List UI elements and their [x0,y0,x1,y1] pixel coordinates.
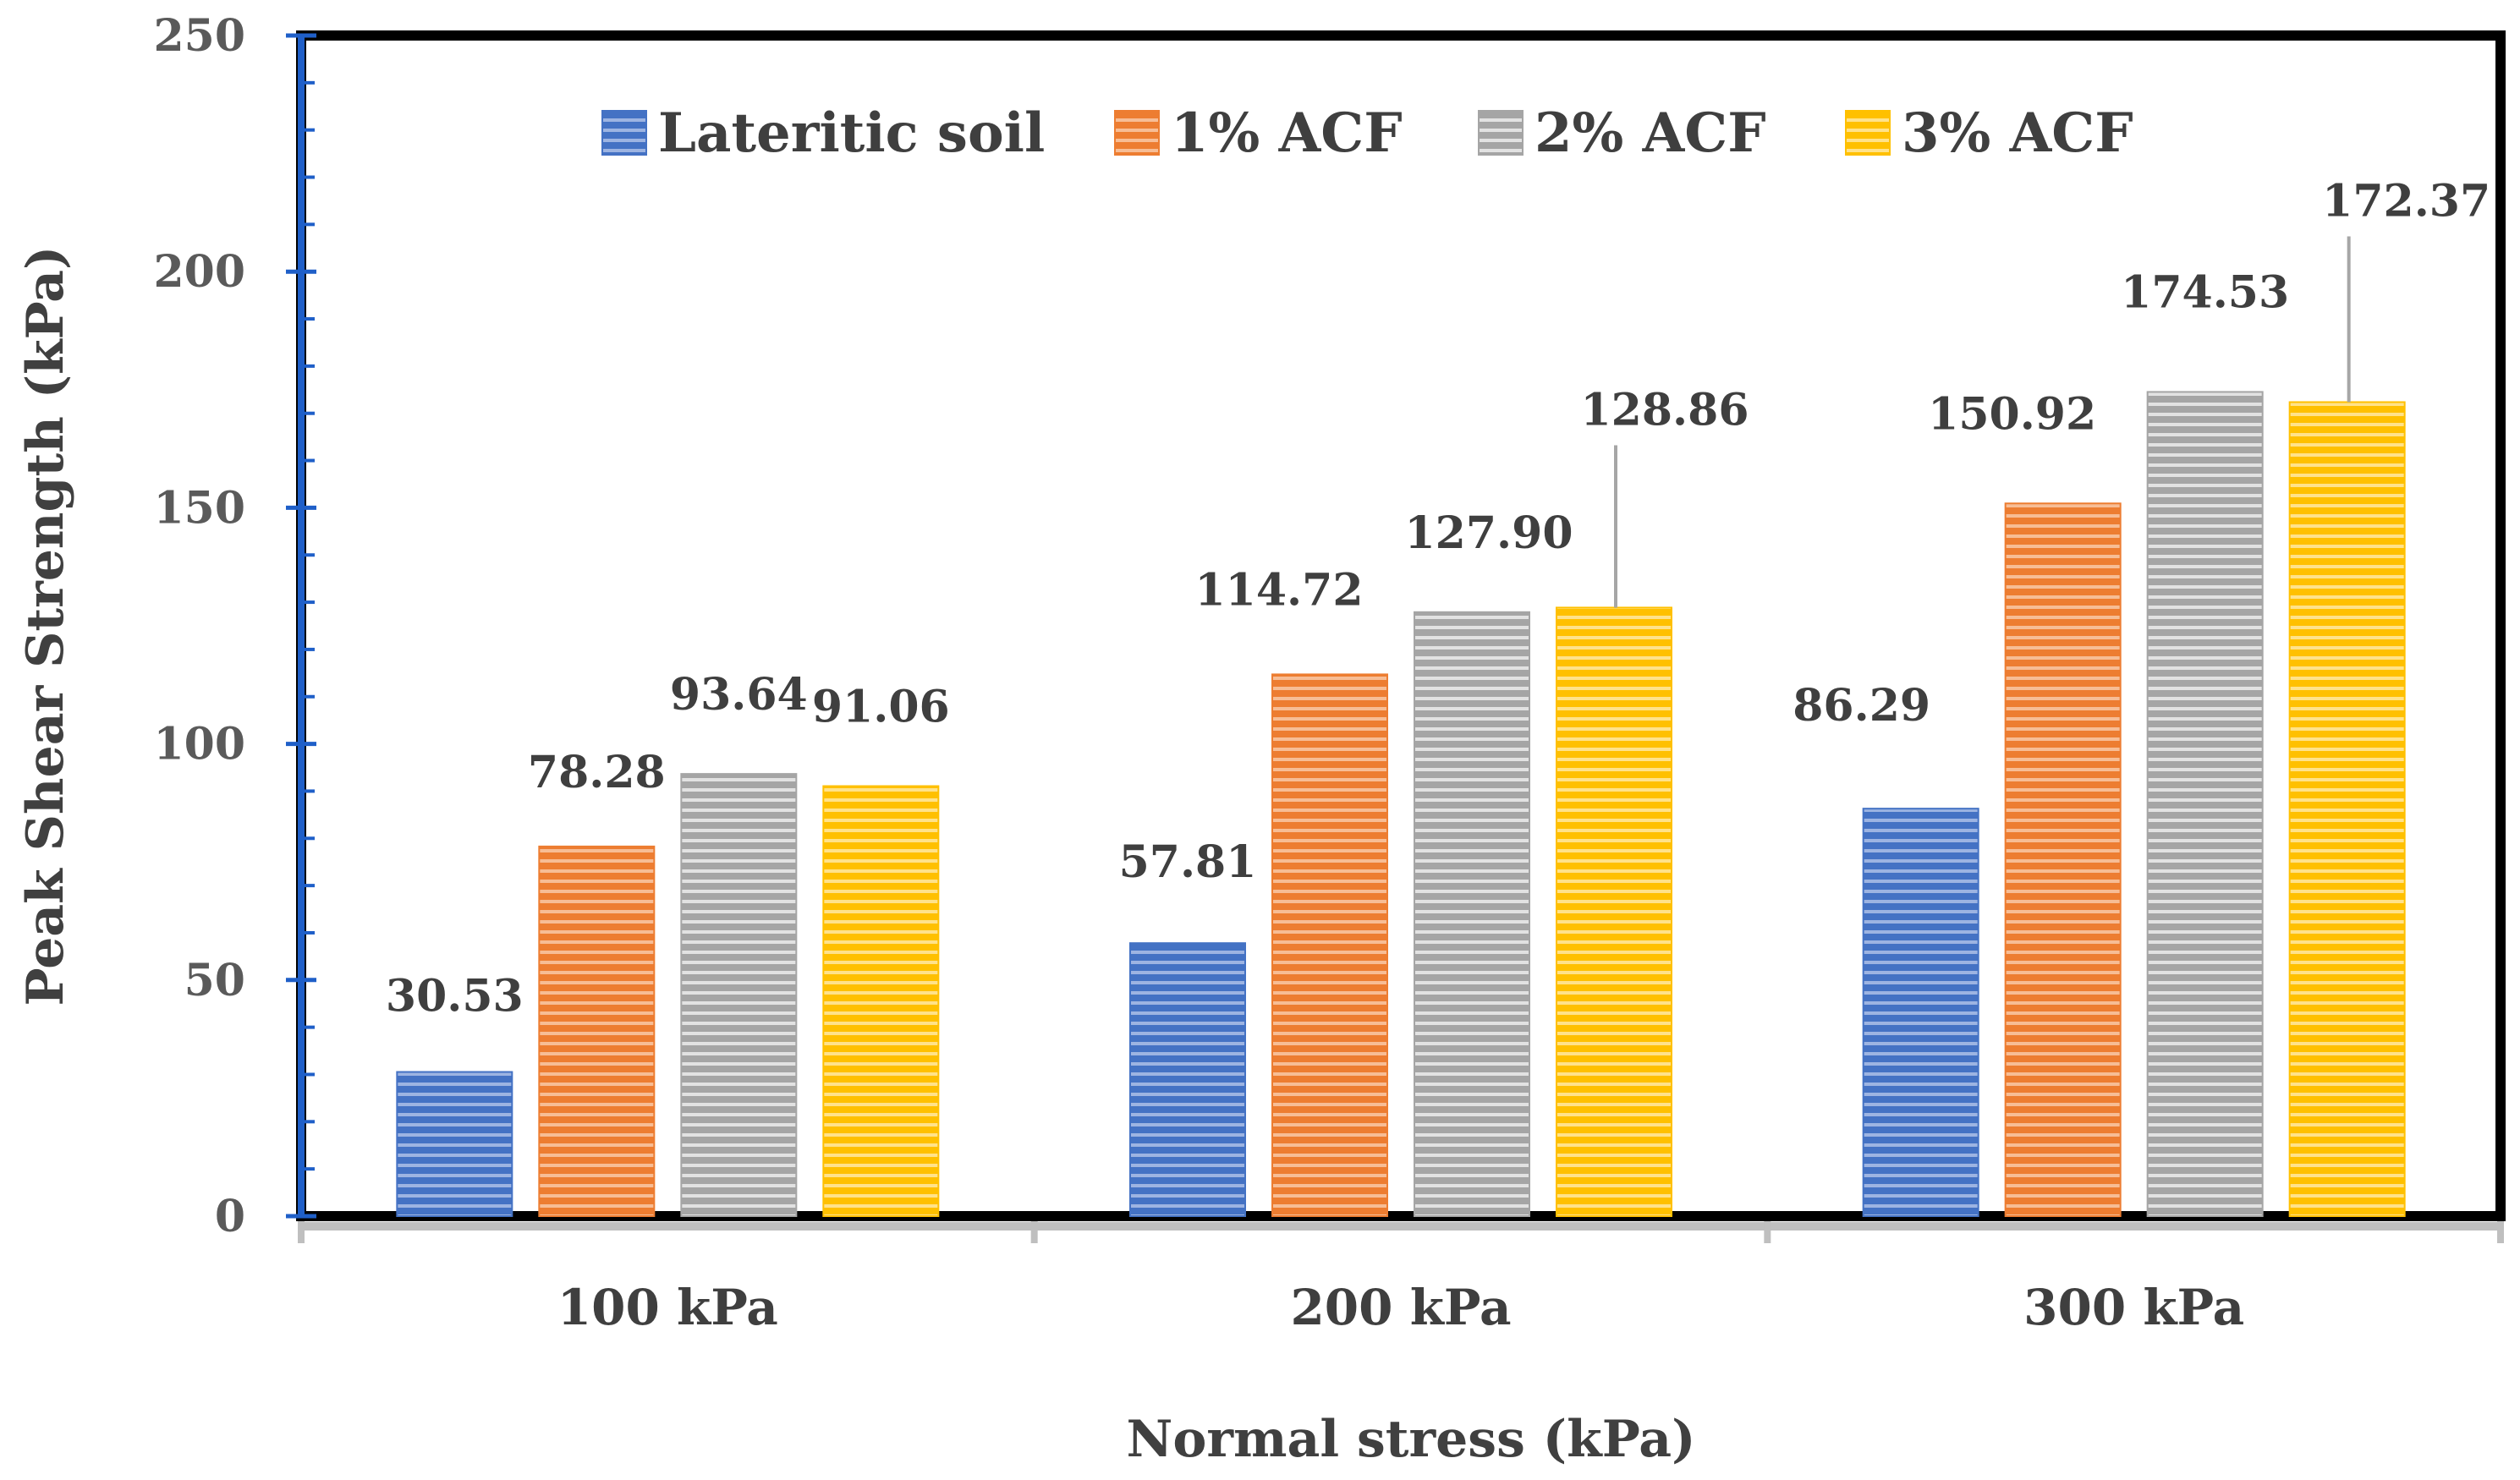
data-label: 114.72 [1194,564,1363,616]
x-ticks [298,1221,2504,1243]
data-label: 30.53 [386,971,524,1022]
category-label: 300 kPa [2023,1279,2244,1336]
leader-lines [1614,236,2351,608]
bar-lateritic-soil [1862,808,1979,1217]
category-label: 200 kPa [1290,1279,1511,1336]
legend-label: 2% ACF [1535,101,1766,165]
data-label: 127.90 [1404,507,1573,559]
legend-label: Lateritic soil [658,101,1045,165]
bar-lateritic-soil [396,1071,513,1218]
bar-1pct-acf [1271,673,1388,1217]
y-axis-title: Peak Shear Strength (kPa) [16,246,75,1006]
category-labels: 100 kPa 200 kPa 300 kPa [557,1279,2244,1336]
x-axis-title: Normal stress (kPa) [1127,1410,1696,1469]
y-tick-label: 50 [184,955,245,1006]
legend-label: 1% ACF [1171,101,1403,165]
y-tick-labels: 0 50 100 150 200 250 [153,10,245,1242]
y-tick-label: 0 [215,1191,245,1242]
bar-3pct-acf [822,785,940,1217]
bar-lateritic-soil [1129,942,1246,1217]
bar-2pct-acf [1414,611,1530,1217]
legend-swatch [1114,110,1160,156]
data-label: 78.28 [528,747,666,798]
data-label: 172.37 [2322,175,2490,227]
bar-3pct-acf [1556,606,1672,1217]
data-label: 91.06 [812,682,950,733]
bar-2pct-acf [2146,391,2264,1217]
data-label: 86.29 [1793,680,1930,732]
legend-label: 3% ACF [1902,101,2133,165]
data-label: 57.81 [1119,836,1257,888]
bar-2pct-acf [680,773,798,1217]
y-major-ticks [286,33,316,1219]
legend-swatch [1478,110,1524,156]
category-label: 100 kPa [557,1279,778,1336]
data-label: 150.92 [1928,388,2096,440]
data-label: 128.86 [1580,384,1749,436]
y-tick-label: 100 [153,719,245,770]
y-tick-label: 150 [153,482,245,534]
data-label: 174.53 [2121,266,2289,318]
legend: Lateritic soil 1% ACF 2% ACF 3% ACF [601,101,2133,165]
legend-swatch [601,110,647,156]
bar-1pct-acf [2004,502,2122,1217]
bar-1pct-acf [538,845,656,1217]
y-tick-label: 250 [153,10,245,62]
data-label: 93.64 [670,669,808,721]
bars [396,391,2406,1218]
bar-3pct-acf [2288,401,2406,1218]
y-tick-label: 200 [153,246,245,298]
legend-swatch [1845,110,1891,156]
